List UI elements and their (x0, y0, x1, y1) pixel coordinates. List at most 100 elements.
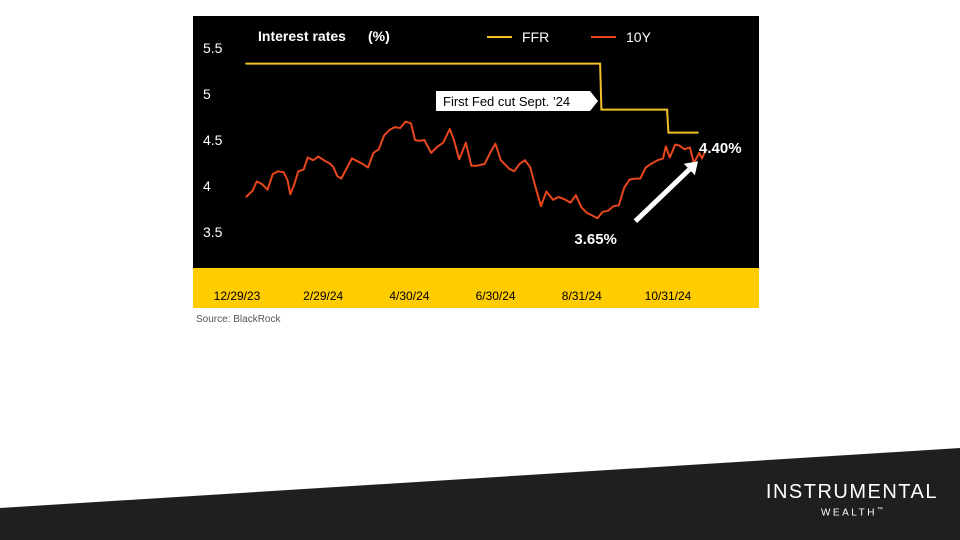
x-tick-label: 4/30/24 (389, 289, 429, 303)
ten-year-point (552, 199, 554, 201)
ffr-point (667, 131, 670, 134)
ten-year-point (449, 128, 451, 130)
ten-year-point (701, 157, 703, 160)
ten-year-point (410, 122, 412, 125)
ten-year-point (465, 142, 467, 144)
brand-name: INSTRUMENTAL (765, 481, 938, 503)
ten-year-point (340, 177, 343, 180)
ten-year-point (591, 214, 593, 217)
ten-year-point (312, 159, 314, 161)
ffr-point (666, 108, 668, 111)
ten-year-point (356, 160, 359, 162)
callout-box (436, 91, 599, 111)
ten-year-point (388, 129, 391, 131)
x-tick-label: 2/29/24 (303, 289, 343, 303)
ten-year-point (361, 163, 364, 165)
ten-year-point (372, 152, 375, 154)
ten-year-point (518, 163, 521, 165)
ten-year-point (470, 165, 473, 167)
ten-year-point (618, 204, 620, 207)
ten-year-point (458, 158, 461, 161)
ten-year-point (251, 189, 254, 192)
chart-title-unit: (%) (368, 28, 390, 44)
ten-year-point (623, 187, 625, 189)
x-tick-label: 6/30/24 (476, 289, 516, 303)
ten-year-point (585, 211, 588, 214)
x-tick-label: 8/31/24 (562, 289, 602, 303)
x-axis-ticks: 12/29/23 2/29/24 4/30/24 6/30/24 8/31/24 10/3… (214, 289, 692, 303)
ten-year-point (524, 159, 526, 161)
ten-year-point (378, 148, 380, 150)
ten-year-point (399, 127, 402, 129)
ten-year-point (282, 171, 285, 173)
y-tick-label: 4 (203, 178, 211, 194)
ffr-point (697, 131, 699, 134)
ten-year-point (575, 194, 577, 196)
ten-year-point (475, 165, 478, 167)
ten-year-point (317, 155, 320, 158)
ten-year-point (345, 167, 348, 170)
ten-year-point (689, 146, 691, 149)
ten-year-point (513, 170, 515, 173)
ten-year-point (418, 140, 420, 142)
ten-year-point (483, 163, 486, 165)
ten-year-point (705, 148, 707, 150)
ten-year-point (404, 120, 407, 123)
ten-year-point (442, 142, 444, 144)
callout-first-fed-cut: First Fed cut Sept. ’24 (436, 91, 599, 111)
ffr-point (600, 108, 603, 111)
ten-year-point (569, 201, 572, 204)
ten-year-point (272, 173, 274, 175)
legend-ffr-label: FFR (522, 29, 549, 45)
ten-year-point (286, 179, 289, 182)
ten-year-point (540, 205, 542, 207)
x-tick-label: 12/29/23 (214, 289, 261, 303)
ten-year-point (607, 210, 609, 212)
ten-year-point (293, 183, 296, 185)
ten-year-point (639, 177, 642, 180)
ten-year-point (656, 159, 659, 161)
ten-year-point (414, 139, 416, 141)
chart-plot-background (193, 16, 759, 268)
ten-year-point (306, 156, 309, 159)
ffr-point (245, 62, 247, 65)
series-ffr-line (246, 62, 698, 134)
ten-year-point (430, 152, 432, 154)
ten-year-point (453, 139, 455, 141)
ten-year-point (580, 206, 583, 208)
ten-year-point (297, 170, 300, 173)
brand-sub: WEALTH™ (766, 503, 938, 520)
chart-title: Interest rates (258, 28, 346, 44)
ten-year-point (302, 168, 305, 171)
ten-year-point (612, 205, 615, 207)
ten-year-point (534, 187, 537, 189)
ten-year-point (601, 211, 604, 213)
ten-year-point (332, 165, 335, 168)
arrow-icon (633, 161, 698, 224)
ten-year-point (678, 144, 680, 147)
ten-year-point (628, 178, 631, 181)
ten-year-point (245, 196, 247, 198)
x-axis-band (193, 268, 759, 308)
ten-year-point (508, 167, 510, 170)
brand-sub-text: WEALTH (820, 507, 877, 519)
ten-year-point (557, 196, 560, 198)
ten-year-point (650, 163, 652, 165)
ten-year-point (563, 198, 565, 200)
legend-10y-label: 10Y (626, 29, 652, 45)
y-axis-ticks: 5.5 5 4.5 4 3.5 (203, 40, 223, 240)
series-points (245, 62, 707, 219)
ten-year-point (494, 142, 497, 145)
ten-year-point (669, 156, 671, 159)
ten-year-point (596, 217, 599, 219)
ten-year-point (529, 166, 532, 169)
ten-year-point (336, 175, 339, 177)
ten-year-point (328, 162, 330, 164)
ten-year-point (665, 145, 667, 148)
annotation-latest-value: 4.40% (699, 140, 742, 157)
ten-year-point (437, 145, 439, 148)
ten-year-point (500, 159, 502, 161)
ten-year-point (423, 139, 426, 141)
